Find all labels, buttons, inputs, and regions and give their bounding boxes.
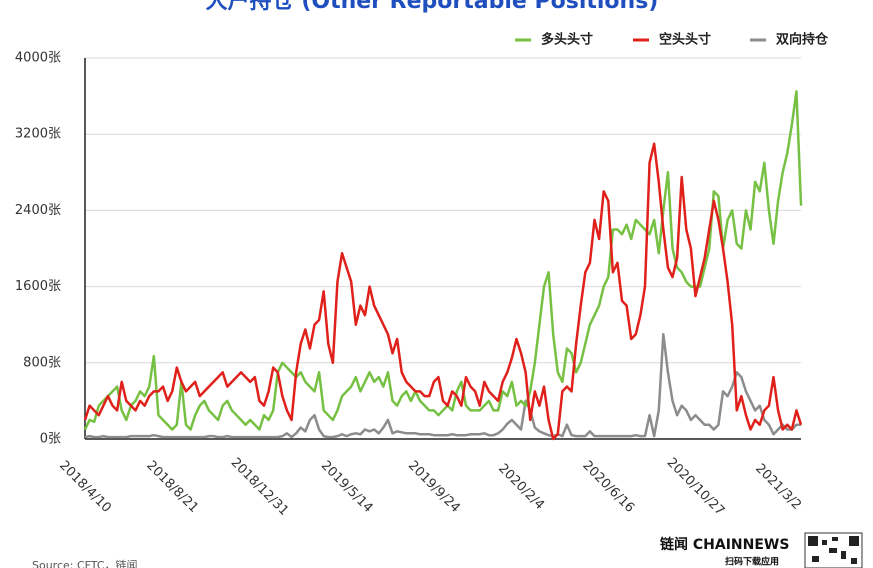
source: Source: CFTC，链闻 bbox=[32, 558, 138, 568]
series-line bbox=[83, 142, 803, 441]
chart-title: 大户持仓 (Other Reportable Positions) bbox=[206, 0, 659, 14]
x-tick-label: 2020/2/4 bbox=[495, 461, 547, 513]
x-tick-label: 2020/6/16 bbox=[579, 458, 637, 516]
y-tick-label: 3200张 bbox=[15, 127, 61, 142]
series-line bbox=[83, 90, 803, 431]
qr-code bbox=[804, 532, 863, 568]
x-tick-label: 2021/3/2 bbox=[752, 461, 804, 513]
brand: 链闻 CHAINNEWS bbox=[660, 536, 789, 553]
x-tick-label: 2018/12/31 bbox=[228, 455, 292, 519]
x-tick-label: 2019/9/24 bbox=[405, 458, 463, 516]
brand-sub: 扫码下载应用 bbox=[725, 556, 779, 568]
y-tick-label: 0张 bbox=[40, 432, 61, 447]
x-tick-label: 2018/4/10 bbox=[56, 458, 114, 516]
x-tick-label: 2018/8/21 bbox=[143, 458, 201, 516]
legend-label: 空头头寸 bbox=[659, 32, 711, 48]
y-tick-label: 1600张 bbox=[15, 279, 61, 294]
y-tick-label: 800张 bbox=[23, 355, 61, 370]
y-tick-label: 2400张 bbox=[15, 203, 61, 218]
series-line bbox=[84, 332, 802, 439]
x-tick-label: 2019/5/14 bbox=[318, 458, 376, 516]
legend-label: 多头头寸 bbox=[541, 32, 593, 48]
x-tick-label: 2020/10/27 bbox=[664, 455, 728, 519]
legend-label: 双向持仓 bbox=[776, 32, 829, 48]
y-tick-label: 4000张 bbox=[15, 51, 61, 66]
